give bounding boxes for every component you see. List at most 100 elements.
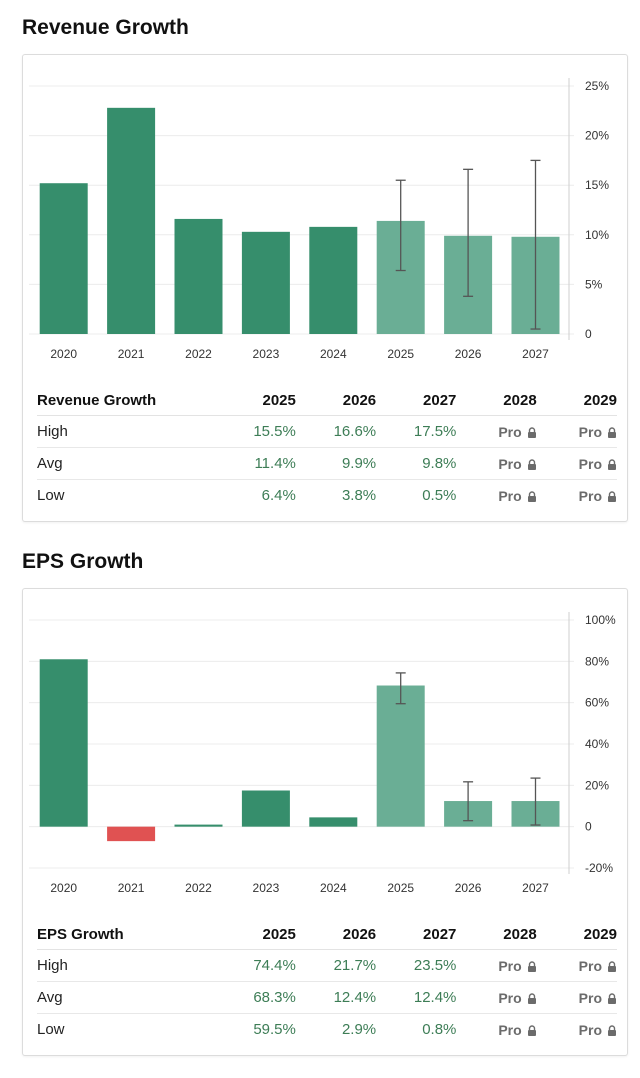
table-cell: 17.5% xyxy=(376,415,457,448)
x-tick-label-2024: 2024 xyxy=(320,347,347,361)
pro-locked-cell[interactable]: Pro xyxy=(536,981,617,1014)
table-cell: 12.4% xyxy=(376,981,457,1014)
pro-label: Pro xyxy=(498,1021,522,1038)
x-tick-label-2026: 2026 xyxy=(455,881,482,895)
x-tick-label-2023: 2023 xyxy=(253,881,280,895)
lock-icon xyxy=(527,1025,536,1037)
lock-icon xyxy=(608,459,616,471)
pro-label: Pro xyxy=(498,423,522,440)
x-tick-label-2021: 2021 xyxy=(118,347,145,361)
table-header-year: 2029 xyxy=(536,385,617,416)
bar-2024 xyxy=(309,817,358,827)
table-header-year: 2025 xyxy=(215,385,296,416)
table-header-label: EPS Growth xyxy=(37,919,216,950)
y-tick-label: 10% xyxy=(585,228,609,242)
table-header-year: 2028 xyxy=(456,919,537,950)
lock-icon xyxy=(527,459,536,471)
pro-locked-cell[interactable]: Pro xyxy=(536,447,617,480)
pro-locked-cell[interactable]: Pro xyxy=(536,949,617,982)
bar-2024 xyxy=(309,226,358,334)
y-tick-label: 25% xyxy=(585,79,609,93)
pro-locked-cell[interactable]: Pro xyxy=(456,1014,536,1046)
bar-2021 xyxy=(107,826,156,842)
error-bar-2026 xyxy=(463,781,474,822)
x-tick-label-2020: 2020 xyxy=(50,881,77,895)
table-cell: 15.5% xyxy=(215,415,296,448)
table-header-label: Revenue Growth xyxy=(37,385,216,416)
pro-locked-cell[interactable]: Pro xyxy=(537,1014,617,1046)
error-bar-2027 xyxy=(530,777,541,826)
bar-2020 xyxy=(39,183,88,334)
table-header-year: 2027 xyxy=(376,919,457,950)
table-cell: 9.9% xyxy=(295,447,377,480)
table-cell: 0.8% xyxy=(422,1021,457,1038)
x-tick-label-2025: 2025 xyxy=(387,347,414,361)
error-bar-2025 xyxy=(395,179,406,272)
x-tick-label-2027: 2027 xyxy=(522,347,549,361)
table-row-avg: Avg 68.3% 12.4% 12.4% Pro Pro xyxy=(37,981,617,1014)
bar-2022 xyxy=(174,218,223,334)
bar-2023 xyxy=(241,231,290,334)
pro-locked-cell[interactable]: Pro xyxy=(456,447,537,480)
table-header-year: 2027 xyxy=(376,385,457,416)
x-tick-label-2023: 2023 xyxy=(253,347,280,361)
x-tick-label-2024: 2024 xyxy=(320,881,347,895)
table-header-year: 2028 xyxy=(456,385,537,416)
error-bar-2026 xyxy=(463,168,474,297)
pro-label: Pro xyxy=(578,423,602,440)
pro-label: Pro xyxy=(578,957,602,974)
pro-locked-cell[interactable]: Pro xyxy=(456,949,537,982)
lock-icon xyxy=(608,491,616,503)
eps-growth-chart: -20% 0 20% 40% 60% 80% 100% 2020 2021 2022 2023 202… xyxy=(29,612,616,895)
table-row-avg: Avg 11.4% 9.9% 9.8% Pro Pro xyxy=(37,447,617,480)
table-header-year: 2026 xyxy=(295,385,377,416)
pro-locked-cell[interactable]: Pro xyxy=(536,415,617,448)
table-header-row: EPS Growth 2025 2026 2027 2028 2029 xyxy=(37,919,617,950)
pro-locked-cell[interactable]: Pro xyxy=(537,480,617,512)
table-row-low: Low 59.5% 2.9% 0.8% Pro Pro xyxy=(37,1014,617,1046)
bar-2025 xyxy=(376,685,425,827)
y-tick-label: 15% xyxy=(585,178,609,192)
table-cell: 2.9% xyxy=(341,1021,377,1038)
y-tick-label: 0 xyxy=(585,327,592,341)
row-label: High xyxy=(37,415,216,448)
lock-icon xyxy=(608,993,616,1005)
table-cell: 3.8% xyxy=(341,487,377,504)
x-tick-label-2022: 2022 xyxy=(185,881,212,895)
row-label: Low xyxy=(37,487,65,504)
y-tick-label: 20% xyxy=(585,129,609,143)
y-tick-label: 60% xyxy=(585,696,609,710)
table-header-year: 2025 xyxy=(215,919,296,950)
pro-locked-cell[interactable]: Pro xyxy=(456,480,536,512)
table-cell: 21.7% xyxy=(295,949,377,982)
y-tick-label: -20% xyxy=(585,861,613,875)
pro-label: Pro xyxy=(578,487,602,504)
x-tick-label-2022: 2022 xyxy=(185,347,212,361)
table-cell: 6.4% xyxy=(261,487,296,504)
pro-locked-cell[interactable]: Pro xyxy=(456,415,537,448)
table-cell: 16.6% xyxy=(295,415,377,448)
error-bar-2027 xyxy=(530,159,541,330)
pro-locked-cell[interactable]: Pro xyxy=(456,981,537,1014)
lock-icon xyxy=(527,427,536,439)
table-cell: 23.5% xyxy=(376,949,457,982)
row-label: Avg xyxy=(37,981,216,1014)
lock-icon xyxy=(608,427,616,439)
table-row-high: High 15.5% 16.6% 17.5% Pro Pro xyxy=(37,415,617,448)
lock-icon xyxy=(527,993,536,1005)
pro-label: Pro xyxy=(498,957,522,974)
pro-label: Pro xyxy=(578,455,602,472)
y-tick-label: 40% xyxy=(585,737,609,751)
eps-growth-card: -20% 0 20% 40% 60% 80% 100% 2020 2021 2022 2023 202… xyxy=(22,588,628,1056)
bar-2020 xyxy=(39,659,88,827)
y-tick-label: 5% xyxy=(585,277,603,291)
table-cell: 68.3% xyxy=(215,981,296,1014)
table-header-year: 2029 xyxy=(536,919,617,950)
table-cell: 0.5% xyxy=(422,487,457,504)
lock-icon xyxy=(527,961,536,973)
lock-icon xyxy=(527,491,536,503)
bar-2021 xyxy=(107,107,156,334)
lock-icon xyxy=(608,1025,616,1037)
revenue-growth-chart: 0 5% 10% 15% 20% 25% 2020 2021 2022 2023 2024 2025 2… xyxy=(29,78,609,361)
lock-icon xyxy=(608,961,616,973)
